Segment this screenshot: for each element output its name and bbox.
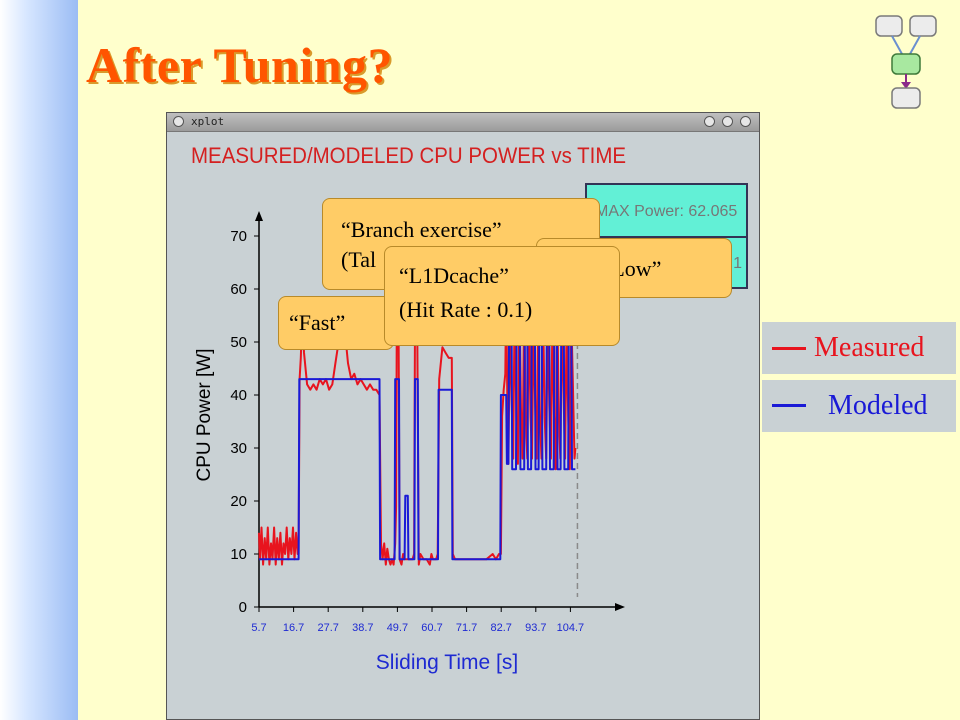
y-axis-arrow (255, 211, 263, 221)
window-title: xplot (191, 115, 225, 128)
flowchart-icon (875, 15, 937, 109)
legend-modeled-swatch (772, 404, 806, 407)
y-tick-label: 10 (230, 546, 247, 563)
x-axis-label: Sliding Time [s] (376, 651, 518, 674)
x-tick-label: 27.7 (317, 622, 338, 634)
y-tick-label: 0 (239, 599, 247, 616)
legend-modeled: Modeled (762, 380, 956, 432)
window-titlebar[interactable]: xplot (167, 113, 759, 132)
x-tick-label: 82.7 (490, 622, 511, 634)
legend-modeled-label: Modeled (828, 390, 928, 421)
y-tick-label: 70 (230, 228, 247, 245)
x-tick-label: 93.7 (525, 622, 546, 634)
x-tick-label: 71.7 (456, 622, 477, 634)
y-tick-label: 30 (230, 440, 247, 457)
y-tick-label: 50 (230, 334, 247, 351)
chart-title: MEASURED/MODELED CPU POWER vs TIME (191, 143, 627, 168)
legend-measured: Measured (762, 322, 956, 374)
y-tick-label: 20 (230, 493, 247, 510)
window-menu-button[interactable] (173, 116, 184, 127)
callout-l1dcache: “L1Dcache” (Hit Rate : 0.1) (384, 246, 620, 346)
callout-fast: “Fast” (278, 296, 394, 350)
close-button[interactable] (740, 116, 751, 127)
x-tick-label: 104.7 (557, 622, 585, 634)
x-axis-arrow (615, 603, 625, 611)
legend-measured-swatch (772, 347, 806, 350)
minimize-button[interactable] (704, 116, 715, 127)
stats-divider (587, 236, 746, 238)
x-tick-label: 60.7 (421, 622, 442, 634)
legend-measured-label: Measured (814, 332, 925, 363)
y-axis-label: CPU Power [W] (194, 348, 215, 481)
x-tick-label: 5.7 (251, 622, 266, 634)
x-tick-label: 16.7 (283, 622, 304, 634)
x-tick-label: 49.7 (387, 622, 408, 634)
stats-secondary-value: 1 (733, 255, 742, 272)
x-tick-label: 38.7 (352, 622, 373, 634)
slide-side-gradient (0, 0, 78, 720)
max-power-value: MAX Power: 62.065 (595, 203, 738, 220)
maximize-button[interactable] (722, 116, 733, 127)
slide-title: After Tuning? (86, 37, 394, 93)
y-tick-label: 40 (230, 387, 247, 404)
y-tick-label: 60 (230, 281, 247, 298)
